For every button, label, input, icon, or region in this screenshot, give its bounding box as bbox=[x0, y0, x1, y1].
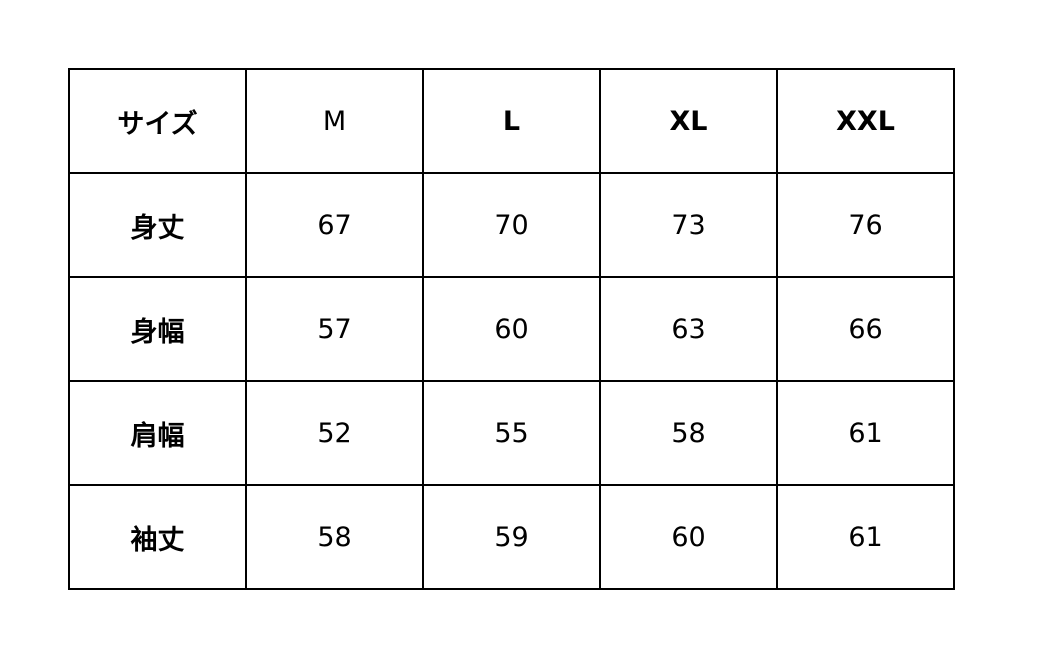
table-cell: 60 bbox=[599, 484, 778, 590]
table-cell: 60 bbox=[422, 276, 601, 382]
table-cell: 61 bbox=[776, 484, 955, 590]
table-row: 肩幅 52 55 58 61 bbox=[68, 380, 955, 486]
table-cell: 76 bbox=[776, 172, 955, 278]
header-cell-xl: XL bbox=[599, 68, 778, 174]
header-row: サイズ M L XL XXL bbox=[68, 68, 955, 174]
row-label: 身幅 bbox=[68, 276, 247, 382]
row-label: 身丈 bbox=[68, 172, 247, 278]
table-cell: 59 bbox=[422, 484, 601, 590]
table-cell: 52 bbox=[245, 380, 424, 486]
table-cell: 55 bbox=[422, 380, 601, 486]
header-cell-m: M bbox=[245, 68, 424, 174]
header-cell-xxl: XXL bbox=[776, 68, 955, 174]
table-cell: 66 bbox=[776, 276, 955, 382]
table-cell: 67 bbox=[245, 172, 424, 278]
table-cell: 73 bbox=[599, 172, 778, 278]
size-chart-table: サイズ M L XL XXL 身丈 67 70 73 76 身幅 57 60 6… bbox=[68, 68, 955, 590]
header-cell-size: サイズ bbox=[68, 68, 247, 174]
table-cell: 70 bbox=[422, 172, 601, 278]
table-cell: 58 bbox=[599, 380, 778, 486]
table-cell: 61 bbox=[776, 380, 955, 486]
table-cell: 57 bbox=[245, 276, 424, 382]
table-cell: 63 bbox=[599, 276, 778, 382]
row-label: 袖丈 bbox=[68, 484, 247, 590]
table-row: 身幅 57 60 63 66 bbox=[68, 276, 955, 382]
table-row: 袖丈 58 59 60 61 bbox=[68, 484, 955, 590]
table-row: 身丈 67 70 73 76 bbox=[68, 172, 955, 278]
table-cell: 58 bbox=[245, 484, 424, 590]
header-cell-l: L bbox=[422, 68, 601, 174]
row-label: 肩幅 bbox=[68, 380, 247, 486]
